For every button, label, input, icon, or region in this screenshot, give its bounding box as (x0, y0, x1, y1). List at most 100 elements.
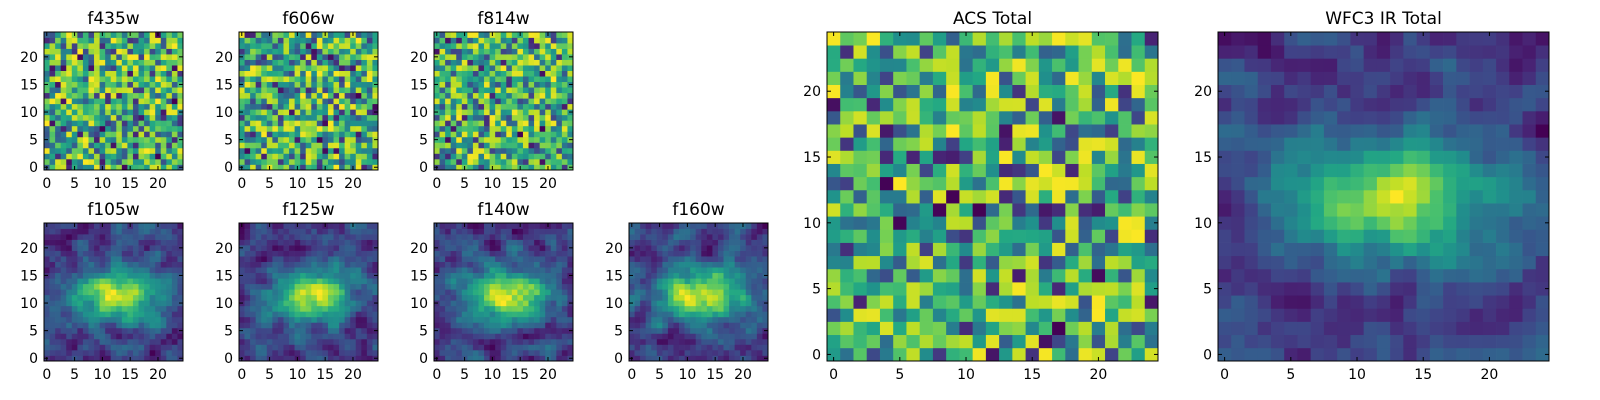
heatmap-cell (840, 229, 854, 243)
heatmap-cell (946, 216, 960, 230)
heatmap-cell (344, 109, 351, 116)
heatmap-cell (244, 327, 251, 334)
heatmap-cell (121, 261, 128, 268)
heatmap-cell (138, 245, 145, 251)
heatmap-cell (283, 153, 290, 160)
heatmap-cell (522, 311, 529, 318)
heatmap-cell (450, 338, 457, 345)
heatmap-cell (706, 289, 713, 296)
heatmap-cell (55, 322, 62, 329)
heatmap-cell (311, 305, 318, 312)
heatmap-cell (959, 334, 973, 349)
heatmap-cell (634, 300, 641, 307)
heatmap-cell (734, 261, 741, 268)
heatmap-cell (171, 289, 178, 296)
heatmap-cell (972, 334, 987, 349)
heatmap-cell (706, 283, 713, 290)
heatmap-cell (99, 136, 106, 143)
heatmap-cell (456, 294, 463, 301)
heatmap-cell (561, 283, 568, 290)
heatmap-cell (656, 327, 663, 334)
heatmap-cell (327, 344, 334, 351)
heatmap-cell (550, 278, 557, 285)
heatmap-cell (110, 261, 117, 268)
heatmap-cell (1025, 321, 1040, 336)
heatmap-cell (561, 261, 568, 268)
heatmap-cell (528, 316, 535, 323)
heatmap-cell (277, 300, 284, 307)
heatmap-cell (450, 92, 457, 99)
heatmap-cell (372, 120, 379, 127)
heatmap-cell (116, 109, 123, 116)
heatmap-cell (634, 349, 641, 356)
heatmap-cell (556, 153, 563, 160)
heatmap-cell (77, 43, 84, 49)
heatmap-cell (138, 272, 145, 279)
heatmap-cell (138, 289, 145, 296)
heatmap-cell (567, 70, 574, 77)
heatmap-cell (985, 242, 1000, 257)
heatmap-cell (60, 239, 67, 246)
heatmap-cell (333, 311, 340, 318)
heatmap-cell (478, 147, 485, 154)
heatmap-cell (478, 250, 485, 257)
heatmap-cell (305, 250, 312, 257)
heatmap-cell (272, 245, 279, 251)
heatmap-cell (840, 255, 854, 270)
heatmap-cell (434, 267, 440, 274)
heatmap-cell (461, 103, 468, 110)
heatmap-cell (132, 250, 139, 257)
heatmap-cell (88, 114, 95, 121)
heatmap-cell (171, 327, 178, 334)
heatmap-cell (1025, 229, 1040, 243)
heatmap-cell (651, 294, 658, 301)
heatmap-cell (66, 234, 73, 240)
heatmap-cell (999, 321, 1013, 336)
heatmap-cell (305, 70, 312, 77)
heatmap-cell (561, 278, 568, 285)
heatmap-cell (567, 158, 574, 165)
heatmap-cell (1065, 295, 1079, 309)
heatmap-cell (489, 98, 496, 105)
heatmap-cell (250, 316, 257, 323)
heatmap-cell (82, 158, 89, 165)
heatmap-cell (311, 223, 318, 229)
heatmap-cell (567, 261, 574, 268)
heatmap-cell (366, 125, 373, 132)
heatmap-cell (127, 305, 134, 312)
heatmap-cell (645, 344, 652, 351)
heatmap-cell (679, 223, 685, 229)
heatmap-cell (127, 147, 134, 154)
heatmap-cell (456, 305, 463, 312)
heatmap-cell (116, 239, 123, 246)
heatmap-cell (567, 114, 574, 121)
y-tick-label: 0 (419, 160, 428, 176)
heatmap-cell (160, 131, 167, 138)
heatmap-cell (539, 327, 546, 334)
heatmap-cell (361, 289, 368, 296)
heatmap-cell (640, 355, 647, 362)
heatmap-cell (673, 305, 680, 312)
heatmap-cell (550, 114, 557, 121)
heatmap-cell (300, 98, 307, 105)
x-tick-label: 5 (70, 176, 79, 192)
heatmap-cell (155, 109, 162, 116)
heatmap-cell (272, 278, 279, 285)
heatmap-cell (645, 283, 652, 290)
heatmap-cell (450, 245, 457, 251)
heatmap-cell (561, 109, 568, 116)
heatmap-cell (344, 245, 351, 251)
heatmap-cell (434, 338, 440, 345)
heatmap-cell (333, 245, 340, 251)
heatmap-cell (372, 114, 379, 121)
heatmap-cell (149, 164, 156, 171)
heatmap-cell (651, 239, 658, 246)
heatmap-cell (853, 295, 868, 309)
heatmap-cell (701, 283, 708, 290)
heatmap-cell (484, 294, 490, 301)
heatmap-cell (239, 333, 245, 340)
heatmap-cell (1118, 242, 1132, 257)
heatmap-cell (712, 294, 719, 301)
heatmap-cell (55, 48, 62, 55)
heatmap-cell (645, 333, 652, 340)
